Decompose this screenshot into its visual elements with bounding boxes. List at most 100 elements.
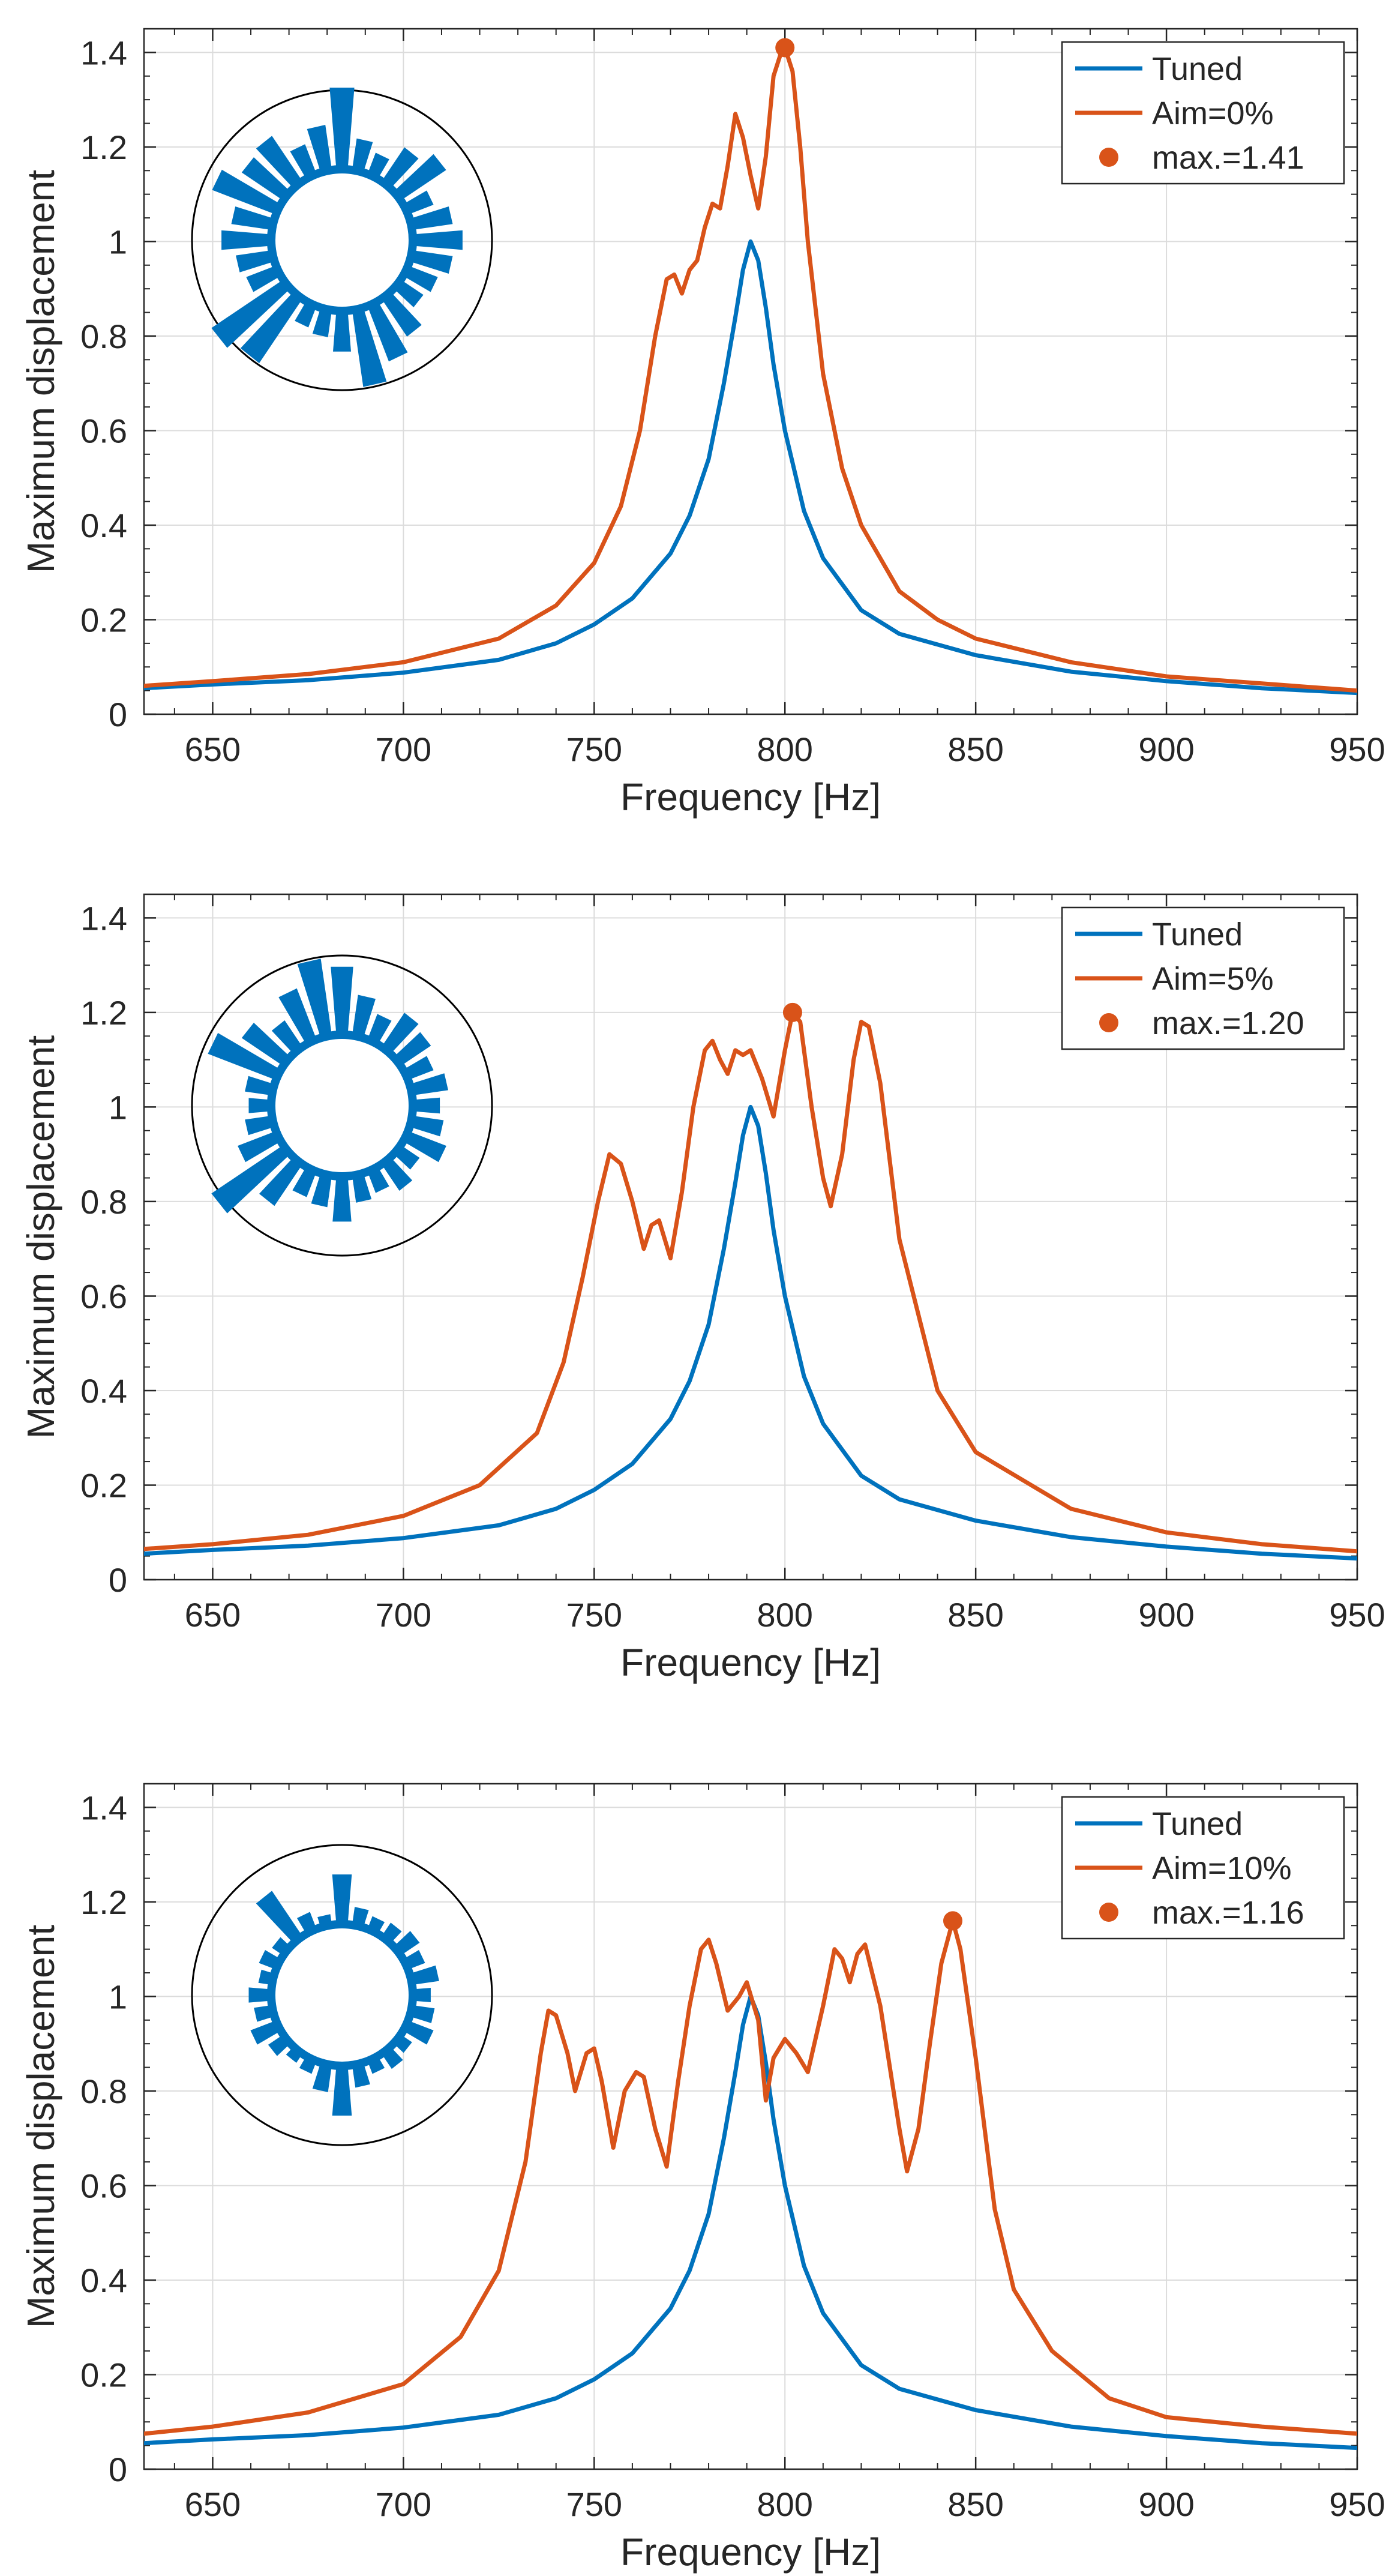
inset-outer-circle xyxy=(191,1844,493,2146)
series-group xyxy=(144,46,1357,696)
inset-bar xyxy=(312,2062,332,2092)
series-group xyxy=(144,1918,1357,2451)
y-tick-label: 0 xyxy=(109,696,127,733)
inset-bar xyxy=(394,154,446,201)
y-tick-label: 1.4 xyxy=(80,899,127,937)
inset-outer-circle xyxy=(191,954,493,1257)
legend-label: Aim=5% xyxy=(1152,961,1274,997)
inset-bar xyxy=(381,147,419,188)
x-tick-label: 950 xyxy=(1329,1596,1385,1634)
inset-bar xyxy=(403,1056,434,1080)
inset-bar xyxy=(311,1173,332,1208)
inset-bar xyxy=(412,230,463,250)
inset-bar xyxy=(307,125,332,173)
inset-bar xyxy=(212,169,281,215)
series-line-tuned xyxy=(144,1104,1357,1561)
axes-box xyxy=(143,893,1358,1581)
series-line-aim xyxy=(144,1918,1357,2436)
legend-marker xyxy=(1099,1013,1118,1032)
inset-bar xyxy=(211,279,290,348)
legend: Tuned Aim=5% max.=1.20 xyxy=(1061,906,1345,1050)
y-tick-label: 0.4 xyxy=(80,507,127,544)
x-tick-label: 850 xyxy=(947,2485,1003,2523)
inset-bar xyxy=(333,310,351,352)
inset-bar xyxy=(394,1032,431,1067)
inset-bar xyxy=(331,966,353,1035)
x-axis-label: Frequency [Hz] xyxy=(620,775,881,819)
inset-bar xyxy=(403,2020,434,2045)
x-tick-label: 900 xyxy=(1138,730,1194,768)
inset-bar xyxy=(329,88,355,170)
y-tick-label: 0.2 xyxy=(80,2356,127,2394)
legend: Tuned Aim=0% max.=1.41 xyxy=(1061,41,1345,185)
inset-bar xyxy=(256,1891,303,1943)
inset-bar xyxy=(278,988,317,1045)
inset-bar xyxy=(394,279,424,307)
inset-bar xyxy=(271,1020,303,1054)
y-axis-label: Maximum displacement xyxy=(19,1925,62,2328)
x-tick-label: 900 xyxy=(1138,1596,1194,1634)
inset-bar xyxy=(250,2020,281,2045)
y-tick-label: 1.2 xyxy=(80,994,127,1032)
polar-inset xyxy=(191,88,493,391)
inset-bar xyxy=(241,1023,290,1067)
inset-bar xyxy=(352,995,376,1038)
axes-box xyxy=(143,28,1358,715)
x-tick-label: 750 xyxy=(566,1596,622,1634)
x-tick-label: 700 xyxy=(376,2485,431,2523)
y-tick-label: 1.2 xyxy=(80,1883,127,1921)
inset-bar xyxy=(412,1988,431,2002)
inset-bar xyxy=(403,265,438,292)
inset-bar xyxy=(236,250,275,272)
inset-bar xyxy=(352,1173,372,1203)
inset-bar xyxy=(221,230,272,250)
inset-bar xyxy=(352,307,387,387)
y-tick-label: 0.8 xyxy=(80,1183,127,1221)
x-tick-label: 800 xyxy=(757,730,813,768)
polar-inset xyxy=(191,954,493,1257)
chart-panel-2: 650 700 750 800 850 900 950 0 0.2 0.4 0.6 0.8 1 1.2 1.… xyxy=(19,893,1385,1684)
inset-bar xyxy=(297,958,332,1038)
max-point-marker xyxy=(775,38,795,58)
legend: Tuned Aim=10% max.=1.16 xyxy=(1061,1796,1345,1940)
y-tick-label: 0.4 xyxy=(80,2262,127,2299)
x-tick-label: 850 xyxy=(947,1596,1003,1634)
inset-bar xyxy=(352,2062,370,2088)
series-line-tuned xyxy=(144,1994,1357,2451)
y-axis-label: Maximum displacement xyxy=(19,1035,62,1439)
y-tick-label: 0.4 xyxy=(80,1372,127,1410)
y-tick-label: 0.8 xyxy=(80,2072,127,2110)
series-line-tuned xyxy=(144,239,1357,696)
legend-marker xyxy=(1099,1903,1118,1922)
inset-bar xyxy=(246,265,281,292)
y-tick-label: 0.6 xyxy=(80,1277,127,1315)
series-group xyxy=(144,1010,1357,1561)
legend-label: Aim=0% xyxy=(1152,95,1274,131)
inset-bar xyxy=(208,1033,281,1080)
x-tick-label: 750 xyxy=(566,2485,622,2523)
x-tick-label: 700 xyxy=(376,1596,431,1634)
inset-bar xyxy=(231,206,275,230)
inset-bar xyxy=(412,1097,440,1114)
inset-bar xyxy=(409,2005,435,2023)
chart-panel-3: 650 700 750 800 850 900 950 0 0.2 0.4 0.6 0.8 1 1.2 1.… xyxy=(19,1783,1385,2574)
inset-inner-ring xyxy=(267,1031,417,1181)
legend-label: max.=1.20 xyxy=(1152,1005,1304,1041)
inset-bar xyxy=(290,144,317,179)
y-tick-label: 0.2 xyxy=(80,1466,127,1504)
inset-bar xyxy=(403,190,434,215)
y-tick-label: 1.4 xyxy=(80,34,127,71)
x-axis-label: Frequency [Hz] xyxy=(620,1641,881,1684)
inset-bar xyxy=(259,1157,303,1206)
inset-bar xyxy=(409,250,453,274)
polar-inset xyxy=(191,1844,493,2146)
x-tick-label: 650 xyxy=(185,730,241,768)
x-tick-label: 800 xyxy=(757,1596,813,1634)
inset-bar xyxy=(409,1073,448,1096)
inset-bar xyxy=(292,1166,317,1197)
inset-bar xyxy=(381,292,422,337)
y-axis-label: Maximum displacement xyxy=(19,170,62,573)
inset-bar xyxy=(403,1131,446,1163)
inset-inner-ring xyxy=(267,1920,417,2070)
